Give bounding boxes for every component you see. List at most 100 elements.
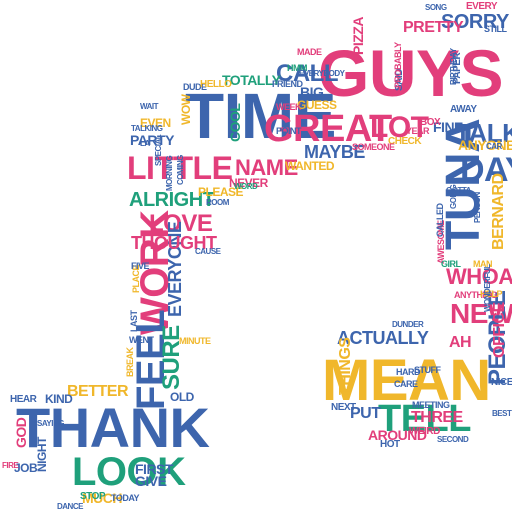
word-gotta: GOTTA [446,186,471,195]
word-actually: ACTUALLY [337,328,429,348]
word-pizza: PIZZA [350,17,366,55]
word-check: CHECK [388,136,422,147]
word-dance: DANCE [57,502,83,511]
word-birthday: BIRTHDAY [449,48,458,85]
word-anyone: ANYONE [458,137,512,153]
word-next: NEXT [331,402,356,413]
word-guys: GUYS [318,36,504,110]
word-went: WENT [129,335,154,345]
word-wonderful: WONDERFUL [483,264,492,313]
word-new: NEW [450,298,512,329]
word-meeting: MEETING [412,400,450,410]
word-away: AWAY [450,104,477,115]
word-stuff: STUFF [414,365,441,375]
word-person: PERSON [473,192,482,223]
word-thank: THANK [16,396,210,459]
word-friend: FRIEND [272,79,303,89]
word-old: OLD [170,390,194,404]
word-year: YEAR [406,126,430,136]
word-first: FIRST [135,461,173,477]
word-car: CAR [486,142,502,151]
word-best: BEST [492,409,512,418]
word-everybody: EVERYBODY [299,69,345,78]
word-weird: WEIRD [409,426,440,437]
word-room: ROOM [206,198,229,207]
word-three: THREE [411,409,463,426]
word-cool: COOL [227,103,243,142]
word-lot: LOT [370,111,429,144]
word-hello: HELLO [200,79,232,90]
word-fine: FINE [433,119,463,135]
word-mean: MEAN [322,348,491,413]
word-talking: TALKING [131,124,163,133]
word-special: SPECIAL [154,134,163,166]
word-minute: MINUTE [179,336,211,346]
word-second: SECOND [437,435,469,444]
word-coming: COMING [176,155,185,185]
word-going: GOING [449,184,458,209]
word-never: NEVER [229,176,268,190]
word-much: MUCH [82,490,123,506]
word-girl: GIRL [441,259,461,269]
word-day: DAY [460,151,512,189]
word-job: JOB [14,461,38,475]
word-la: LA [140,139,150,148]
word-call: CALL [276,60,338,87]
word-thought: THOUGHT [131,233,217,253]
word-wait: WAIT [140,102,159,111]
word-kind: KIND [45,392,73,406]
word-help: HELP [480,289,503,299]
word-five: FIVE [131,261,150,271]
word-please: PLEASE [198,185,244,199]
word-wow: WOW [179,94,193,126]
word-dude: DUDE [183,82,207,92]
word-hmm: HMM [287,63,308,73]
word-song: SONG [425,3,447,12]
word-nice: NICE [491,377,512,388]
word-dunder: DUNDER [392,320,424,329]
word-box: BOX [420,117,441,128]
word-cause: CAUSE [195,247,221,256]
word-word: WORD [234,182,258,191]
word-love: LOVE [149,210,213,237]
word-saying: SAYING [37,419,64,428]
word-called: CALLED [435,203,445,238]
word-hot: HOT [380,439,400,450]
word-better: BETTER [67,383,129,400]
word-week: WEEK [276,102,302,112]
word-every: EVERY [466,1,498,12]
word-fire: FIRE [2,461,19,470]
word-still: STILL [484,24,507,34]
word-point: POINT [276,126,302,136]
word-around: AROUND [368,427,427,443]
word-made: MADE [297,47,322,57]
word-stop: STOP [80,491,106,502]
word-bernard: BERNARD [490,173,507,251]
word-little: LITTLE [127,150,233,186]
word-whoa: WHOA [446,264,512,289]
word-hard: HARD [396,367,421,377]
word-big: BIG [300,84,324,100]
word-probably: PROBABLY [393,42,403,88]
word-break: BREAK [125,347,135,377]
word-party: PARTY [130,132,174,148]
word-office: OFFICE [491,302,508,358]
word-anything: ANYTHING [454,290,498,300]
word-night: NIGHT [35,437,49,472]
word-look: LOOK [72,450,186,494]
word-morning: MORNING [165,155,174,191]
word-alright: ALRIGHT [129,189,215,211]
word-name: NAME [235,155,298,180]
word-care: CARE [394,379,418,389]
word-put: PUT [350,405,381,422]
word-ah: AH [449,334,472,351]
word-pretty: PRETTY [403,19,464,36]
word-god: GOD [13,417,29,448]
word-great: GREAT [264,108,392,150]
word-hear: HEAR [10,394,37,405]
word-time: TIME [185,80,336,152]
word-sorry: SORRY [441,11,509,33]
word-things: THINGS [337,337,354,395]
word-man: MAN [473,259,493,269]
